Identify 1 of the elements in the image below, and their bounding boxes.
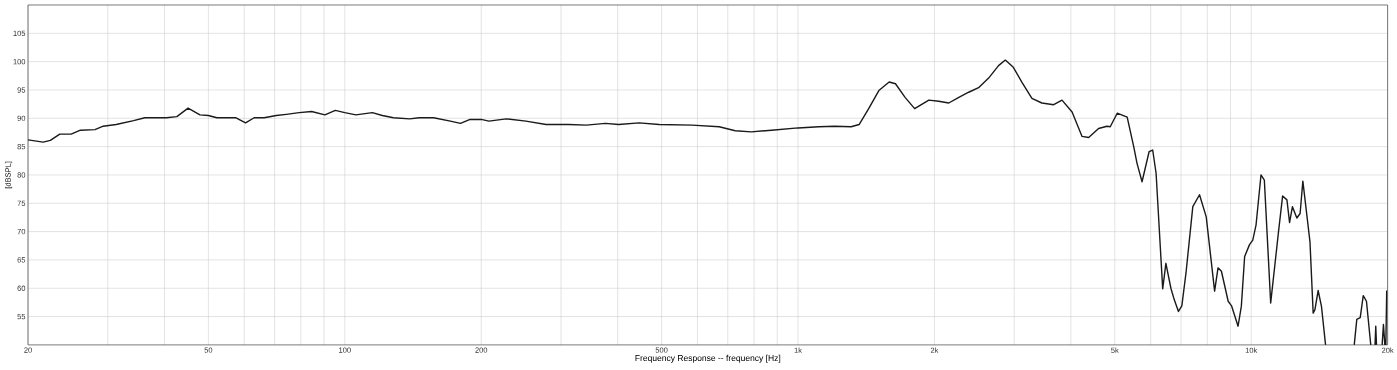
x-axis-title: Frequency Response -- frequency [Hz] <box>635 354 781 363</box>
